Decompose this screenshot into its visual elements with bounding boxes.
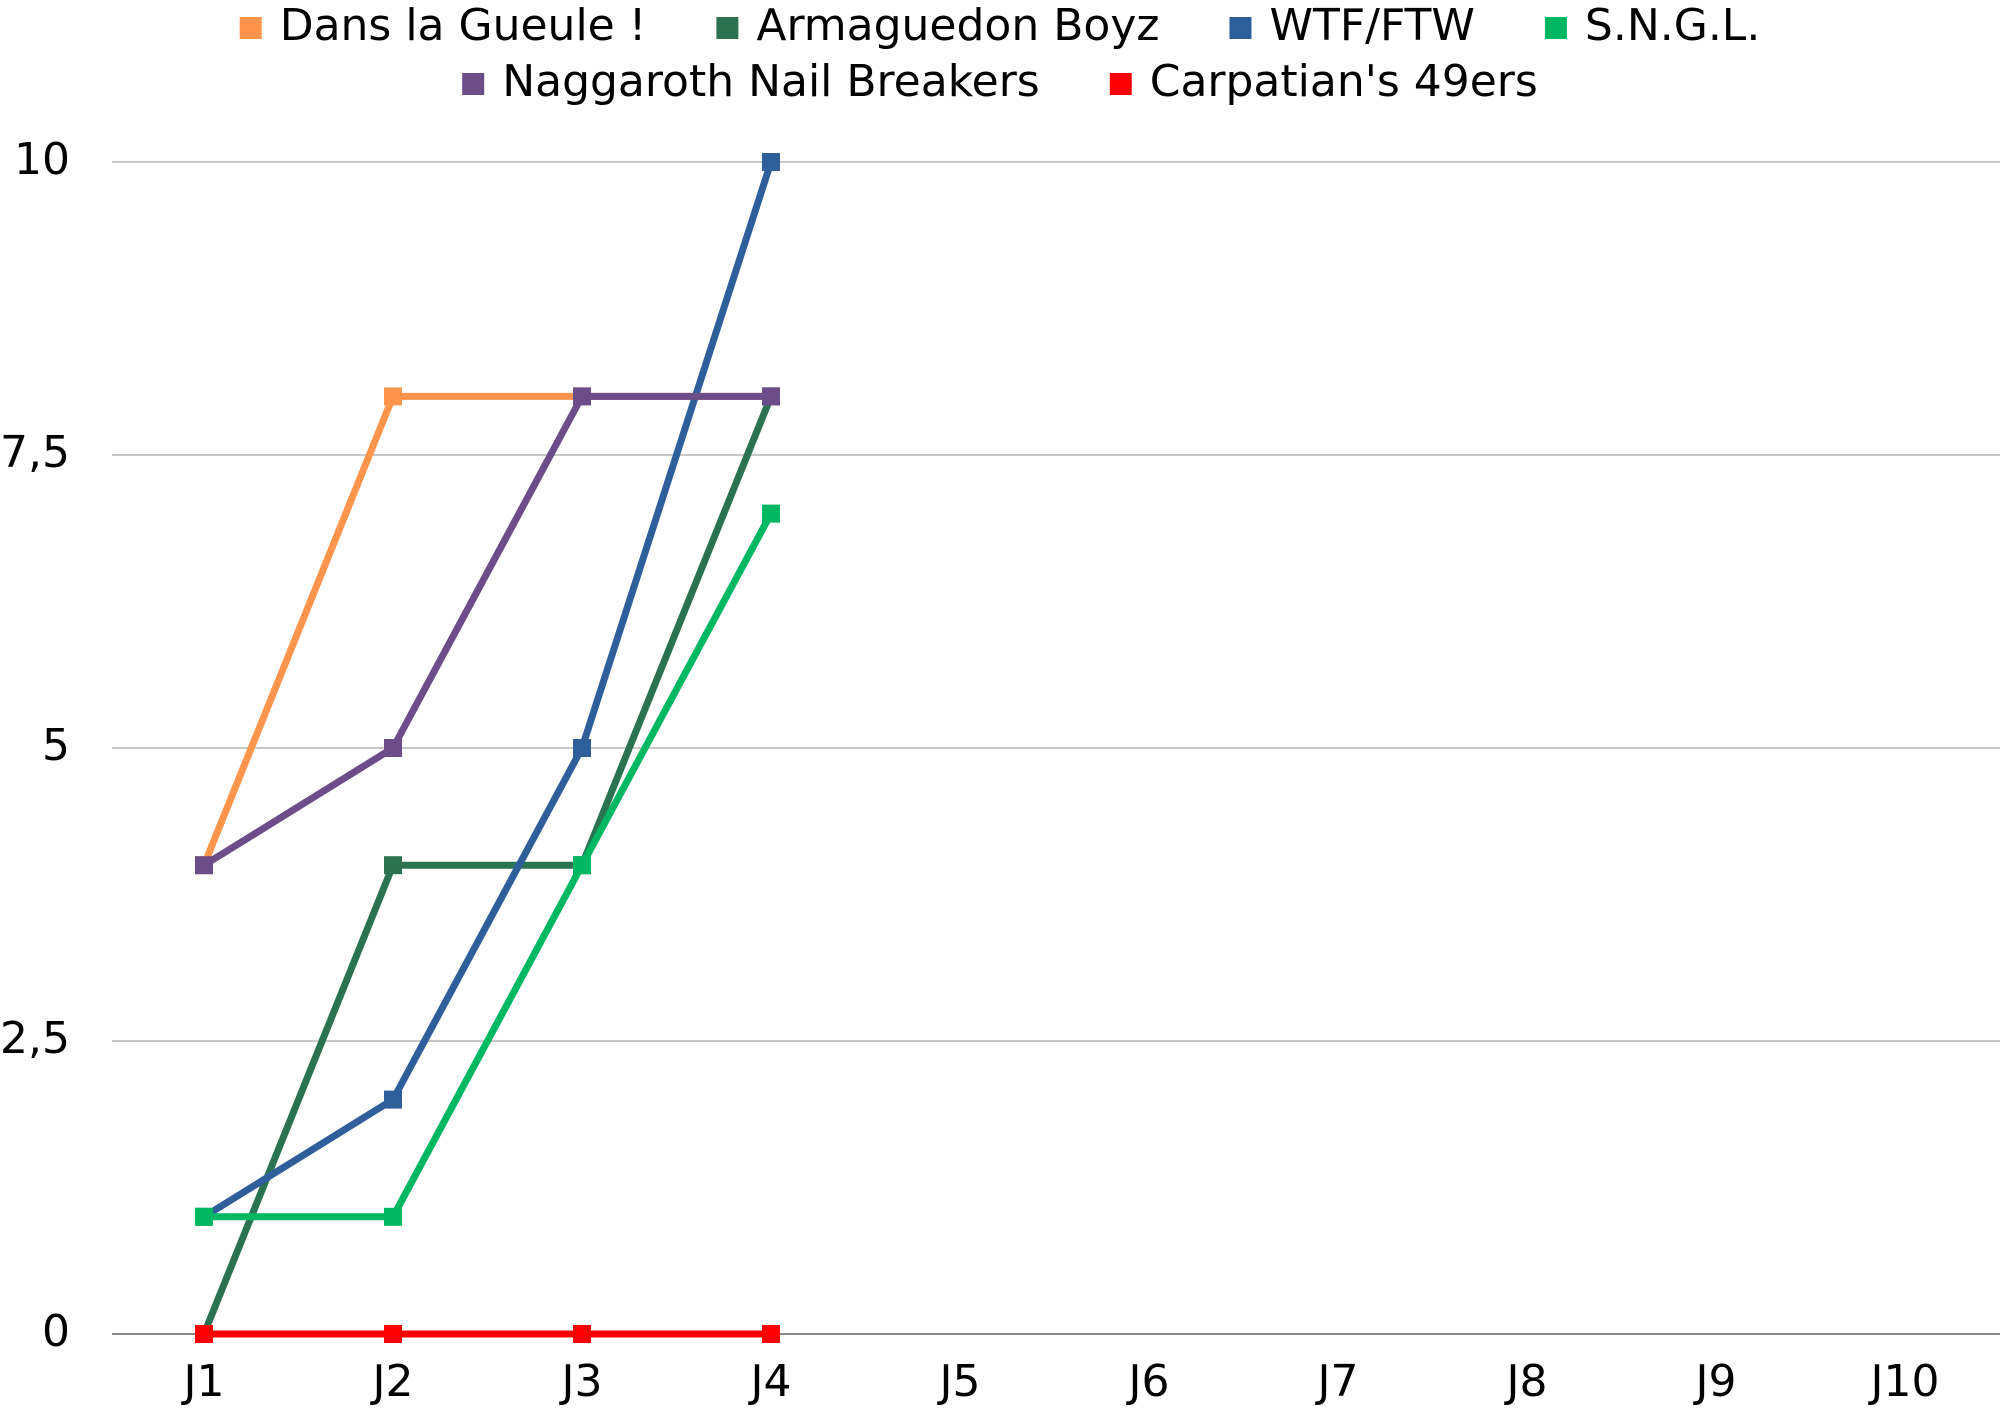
point-marker	[384, 387, 402, 406]
legend-swatch	[1544, 17, 1567, 39]
point-marker	[762, 387, 780, 406]
x-tick-label: J3	[559, 1356, 603, 1407]
legend-swatch	[1109, 73, 1132, 95]
series-line	[202, 160, 775, 1220]
x-tick-label: J10	[1868, 1356, 1940, 1407]
point-marker	[573, 739, 591, 757]
series-line	[204, 511, 775, 1221]
legend-label: Naggaroth Nail Breakers	[502, 56, 1040, 107]
legend-label: S.N.G.L.	[1585, 0, 1760, 51]
legend-swatch	[716, 17, 739, 39]
point-marker	[573, 856, 591, 875]
x-tick-label: J6	[1126, 1356, 1170, 1407]
point-marker	[384, 1325, 402, 1343]
legend-swatch	[239, 17, 262, 39]
x-tick-label: J4	[748, 1356, 792, 1407]
legend-label: Dans la Gueule !	[280, 0, 647, 51]
series-line	[202, 392, 771, 869]
series-line	[200, 392, 771, 867]
legend-swatch	[1229, 17, 1252, 39]
legend-row: Naggaroth Nail Breakers Carpatian's 49ers	[462, 56, 1538, 107]
y-tick-label: 2,5	[0, 1013, 70, 1064]
point-marker	[762, 504, 780, 523]
point-marker	[762, 1325, 780, 1343]
point-marker	[573, 1325, 591, 1343]
legend-label: WTF/FTW	[1269, 0, 1474, 51]
point-marker	[195, 1207, 213, 1226]
y-tick-label: 7,5	[0, 427, 70, 478]
point-marker	[195, 856, 213, 875]
legend-label: Armaguedon Boyz	[756, 0, 1159, 51]
point-marker	[384, 856, 402, 875]
x-tick-label: J7	[1315, 1356, 1359, 1407]
y-tick-label: 0	[42, 1306, 70, 1357]
legend-row: Dans la Gueule ! Armaguedon Boyz WTF/FTW S.…	[239, 0, 1760, 51]
y-tick-label: 5	[42, 720, 70, 771]
y-tick-label: 10	[14, 134, 70, 185]
legend-swatch	[462, 73, 485, 95]
point-marker	[195, 1325, 213, 1343]
point-marker	[384, 1090, 402, 1109]
legend-label: Carpatian's 49ers	[1150, 56, 1538, 107]
point-marker	[384, 739, 402, 757]
x-tick-label: J1	[181, 1356, 225, 1407]
point-marker	[762, 153, 780, 171]
x-tick-label: J2	[370, 1356, 414, 1407]
x-tick-label: J8	[1504, 1356, 1548, 1407]
x-tick-label: J5	[937, 1356, 981, 1407]
point-marker	[573, 387, 591, 406]
x-tick-label: J9	[1693, 1356, 1737, 1407]
point-marker	[384, 1207, 402, 1226]
series-line	[200, 395, 775, 1336]
